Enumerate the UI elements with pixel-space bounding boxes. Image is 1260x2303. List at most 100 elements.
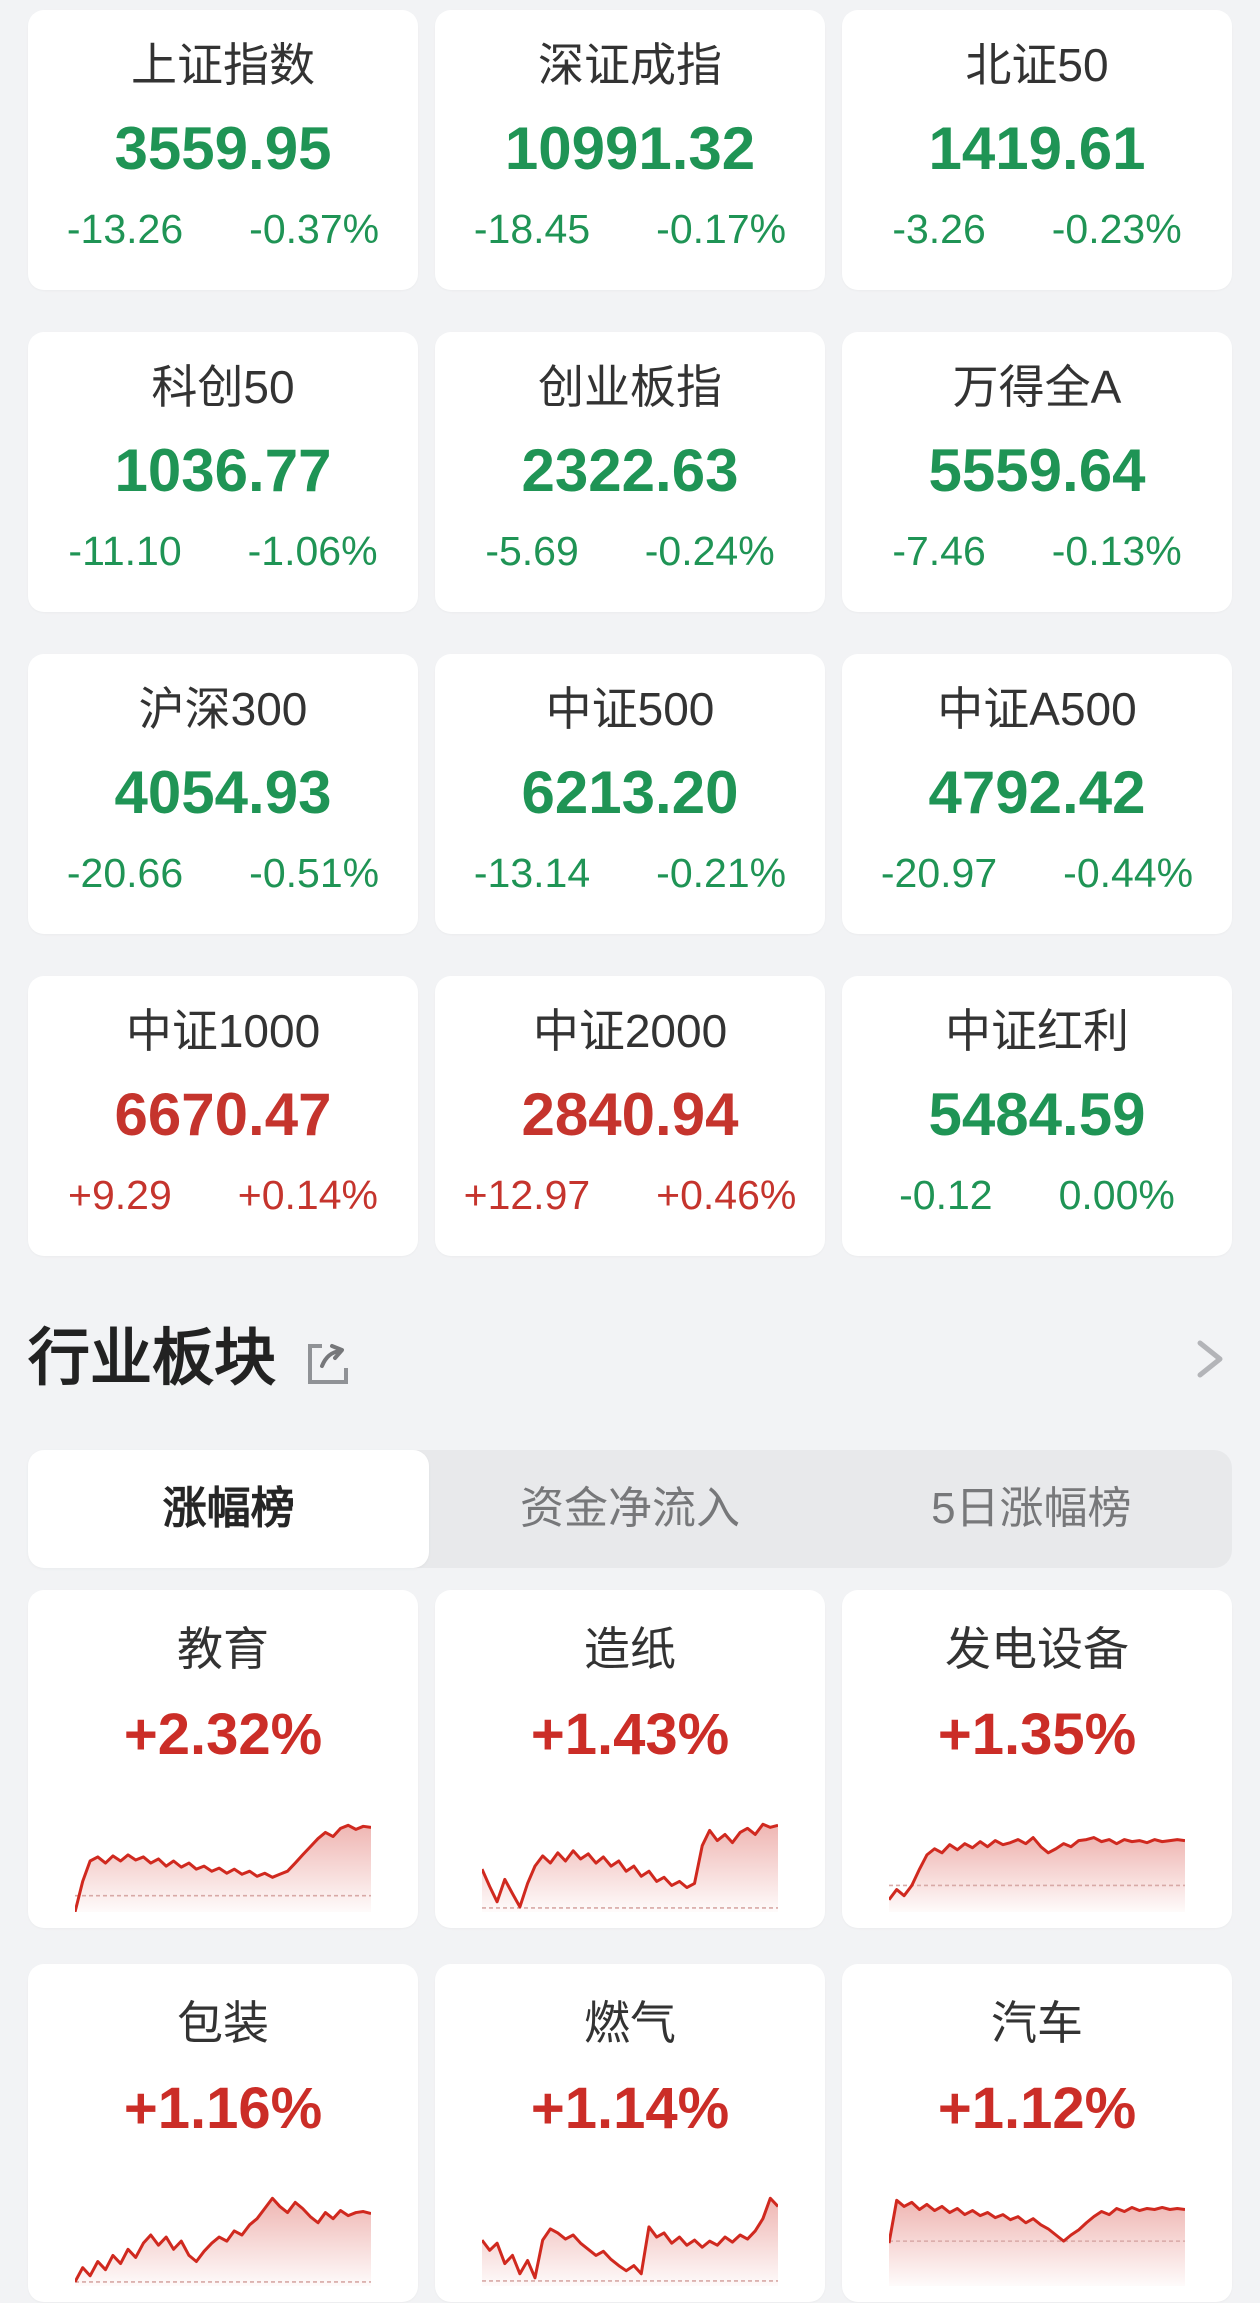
index-change: -20.97	[880, 850, 998, 896]
index-name: 中证2000	[532, 1005, 728, 1057]
section-title: 行业板块	[28, 1324, 277, 1393]
sector-change-pct: +1.14%	[530, 2075, 730, 2141]
sector-card[interactable]: 发电设备 +1.35%	[842, 1589, 1232, 1928]
index-value: 6213.20	[521, 758, 739, 826]
sector-name: 汽车	[991, 1996, 1083, 2049]
sector-sparkline	[482, 1810, 778, 1912]
sector-name: 燃气	[584, 1996, 676, 2049]
sector-tab-label: 涨幅榜	[162, 1483, 295, 1533]
index-change-row: -11.10 -1.06%	[68, 531, 377, 572]
index-change: -18.45	[473, 206, 591, 252]
index-change: -3.26	[892, 206, 986, 252]
index-change-row: -13.26 -0.37%	[67, 209, 379, 250]
index-change: -13.26	[66, 206, 184, 252]
chevron-right-icon[interactable]	[1192, 1331, 1228, 1387]
sector-grid: 教育 +2.32% 造纸 +1.43% 发电设备 +1.35% 包装 +1.16…	[0, 1568, 1260, 2302]
index-name: 北证50	[965, 39, 1109, 91]
index-change-pct: -0.23%	[1051, 206, 1182, 252]
sector-tab[interactable]: 资金净流入	[429, 1450, 830, 1568]
index-change-row: -13.14 -0.21%	[474, 853, 786, 894]
sector-change-pct: +1.16%	[123, 2075, 323, 2141]
index-card[interactable]: 科创50 1036.77 -11.10 -1.06%	[28, 332, 418, 612]
sector-sparkline	[75, 1810, 371, 1912]
sector-name: 造纸	[584, 1622, 676, 1675]
index-card[interactable]: 沪深300 4054.93 -20.66 -0.51%	[28, 654, 418, 934]
sector-card[interactable]: 造纸 +1.43%	[435, 1589, 825, 1928]
sector-tab[interactable]: 5日涨幅榜	[831, 1450, 1232, 1568]
index-value: 2840.94	[521, 1080, 739, 1148]
index-change-row: -18.45 -0.17%	[474, 209, 786, 250]
index-value: 4054.93	[114, 758, 332, 826]
sector-sparkline	[889, 2184, 1185, 2286]
index-change-pct: -0.37%	[249, 206, 380, 252]
index-card[interactable]: 中证2000 2840.94 +12.97 +0.46%	[435, 976, 825, 1256]
index-card[interactable]: 万得全A 5559.64 -7.46 -0.13%	[842, 332, 1232, 612]
sector-sparkline	[75, 2184, 371, 2286]
index-value: 1036.77	[114, 436, 332, 504]
index-value: 5559.64	[928, 436, 1146, 504]
index-card[interactable]: 创业板指 2322.63 -5.69 -0.24%	[435, 332, 825, 612]
sector-card[interactable]: 燃气 +1.14%	[435, 1963, 825, 2302]
sector-name: 发电设备	[945, 1622, 1129, 1675]
index-card[interactable]: 深证成指 10991.32 -18.45 -0.17%	[435, 10, 825, 290]
sector-change-pct: +1.12%	[937, 2075, 1137, 2141]
index-change: -7.46	[892, 528, 986, 574]
index-value: 4792.42	[928, 758, 1146, 826]
index-change-pct: 0.00%	[1058, 1172, 1175, 1218]
index-name: 上证指数	[131, 39, 315, 91]
sector-sparkline	[889, 1810, 1185, 1912]
index-value: 3559.95	[114, 114, 332, 182]
index-change: +9.29	[68, 1172, 172, 1218]
index-card[interactable]: 中证500 6213.20 -13.14 -0.21%	[435, 654, 825, 934]
index-name: 中证1000	[125, 1005, 321, 1057]
sector-name: 教育	[177, 1622, 269, 1675]
share-icon[interactable]	[302, 1338, 352, 1388]
index-grid: 上证指数 3559.95 -13.26 -0.37% 深证成指 10991.32…	[28, 10, 1232, 1256]
index-change-pct: -0.13%	[1051, 528, 1182, 574]
index-change-pct: +0.14%	[237, 1172, 378, 1218]
index-name: 中证红利	[945, 1005, 1129, 1057]
index-value: 1419.61	[928, 114, 1146, 182]
index-change-pct: -0.21%	[656, 850, 787, 896]
index-change: -5.69	[485, 528, 579, 574]
sector-tab-label: 资金净流入	[519, 1483, 740, 1533]
index-value: 2322.63	[521, 436, 739, 504]
index-name: 中证A500	[937, 683, 1137, 735]
index-change-row: +9.29 +0.14%	[68, 1175, 378, 1216]
sector-card[interactable]: 包装 +1.16%	[28, 1963, 418, 2302]
sector-tab-label: 5日涨幅榜	[931, 1483, 1132, 1533]
sector-name: 包装	[177, 1996, 269, 2049]
index-change-pct: -0.51%	[249, 850, 380, 896]
index-card[interactable]: 中证A500 4792.42 -20.97 -0.44%	[842, 654, 1232, 934]
index-name: 创业板指	[538, 361, 722, 413]
sector-section-header: 行业板块	[28, 1320, 1232, 1398]
index-change-pct: +0.46%	[656, 1172, 797, 1218]
index-name: 科创50	[151, 361, 295, 413]
index-card[interactable]: 中证1000 6670.47 +9.29 +0.14%	[28, 976, 418, 1256]
index-change-row: -0.12 0.00%	[899, 1175, 1175, 1216]
index-change-row: -20.66 -0.51%	[67, 853, 379, 894]
index-card[interactable]: 北证50 1419.61 -3.26 -0.23%	[842, 10, 1232, 290]
index-change-pct: -0.24%	[644, 528, 775, 574]
sector-sparkline	[482, 2184, 778, 2286]
sector-card[interactable]: 教育 +2.32%	[28, 1589, 418, 1928]
index-card[interactable]: 中证红利 5484.59 -0.12 0.00%	[842, 976, 1232, 1256]
index-name: 深证成指	[538, 39, 722, 91]
index-change-row: -3.26 -0.23%	[892, 209, 1181, 250]
index-value: 10991.32	[504, 114, 756, 182]
index-value: 5484.59	[928, 1080, 1146, 1148]
index-change: +12.97	[463, 1172, 591, 1218]
sector-card[interactable]: 汽车 +1.12%	[842, 1963, 1232, 2302]
index-card[interactable]: 上证指数 3559.95 -13.26 -0.37%	[28, 10, 418, 290]
index-change-pct: -1.06%	[247, 528, 378, 574]
index-change-row: -7.46 -0.13%	[892, 531, 1181, 572]
sector-change-pct: +1.35%	[937, 1701, 1137, 1767]
sector-tab[interactable]: 涨幅榜	[28, 1449, 430, 1568]
index-change-pct: -0.17%	[656, 206, 787, 252]
sector-change-pct: +1.43%	[530, 1701, 730, 1767]
index-name: 沪深300	[138, 683, 308, 735]
index-change-row: -20.97 -0.44%	[881, 853, 1193, 894]
index-change-row: +12.97 +0.46%	[464, 1175, 797, 1216]
sector-change-pct: +2.32%	[123, 1701, 323, 1767]
index-name: 中证500	[545, 683, 715, 735]
